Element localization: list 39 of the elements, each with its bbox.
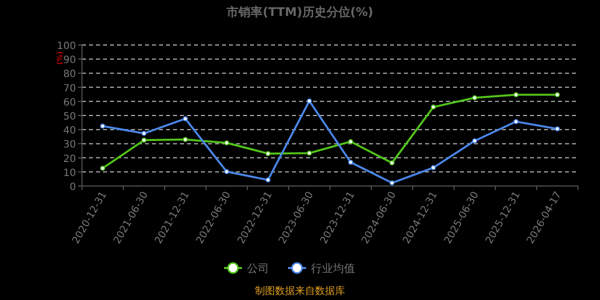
point (348, 139, 354, 144)
y-tick-label: 70 (63, 83, 76, 94)
point (266, 177, 270, 182)
point (224, 169, 230, 174)
point (390, 180, 394, 186)
point (224, 140, 230, 146)
y-tick-label: 60 (63, 97, 76, 108)
point (182, 136, 188, 142)
y-tick-label: 0 (70, 182, 76, 193)
point (182, 116, 188, 122)
point (390, 160, 394, 166)
point (348, 160, 354, 165)
y-tick-label: 20 (63, 154, 76, 165)
chart-title: 市销率(TTM)历史分位(%) (226, 5, 374, 19)
point (514, 119, 518, 124)
point (430, 104, 436, 110)
point (100, 166, 106, 171)
point (514, 92, 518, 98)
point (266, 151, 270, 156)
point (472, 138, 478, 144)
point (554, 92, 560, 98)
y-tick-label: 30 (63, 140, 76, 151)
y-tick-label: 10 (63, 168, 76, 179)
text: 制图数据来自数据库 (255, 285, 345, 297)
point (554, 126, 560, 132)
legend-label: 公司 (247, 262, 269, 275)
point (142, 130, 146, 136)
y-tick-label: 100 (56, 41, 76, 52)
legend-label: 行业均值 (311, 262, 355, 275)
point (100, 124, 106, 129)
y-tick-label: 80 (63, 69, 76, 80)
point (430, 165, 436, 170)
y-tick-label: 90 (63, 55, 76, 66)
point (142, 138, 146, 143)
point (472, 95, 478, 100)
point (306, 150, 312, 156)
y-tick-label: 50 (63, 112, 76, 122)
point (306, 98, 312, 104)
y-tick-label: 40 (63, 126, 76, 137)
